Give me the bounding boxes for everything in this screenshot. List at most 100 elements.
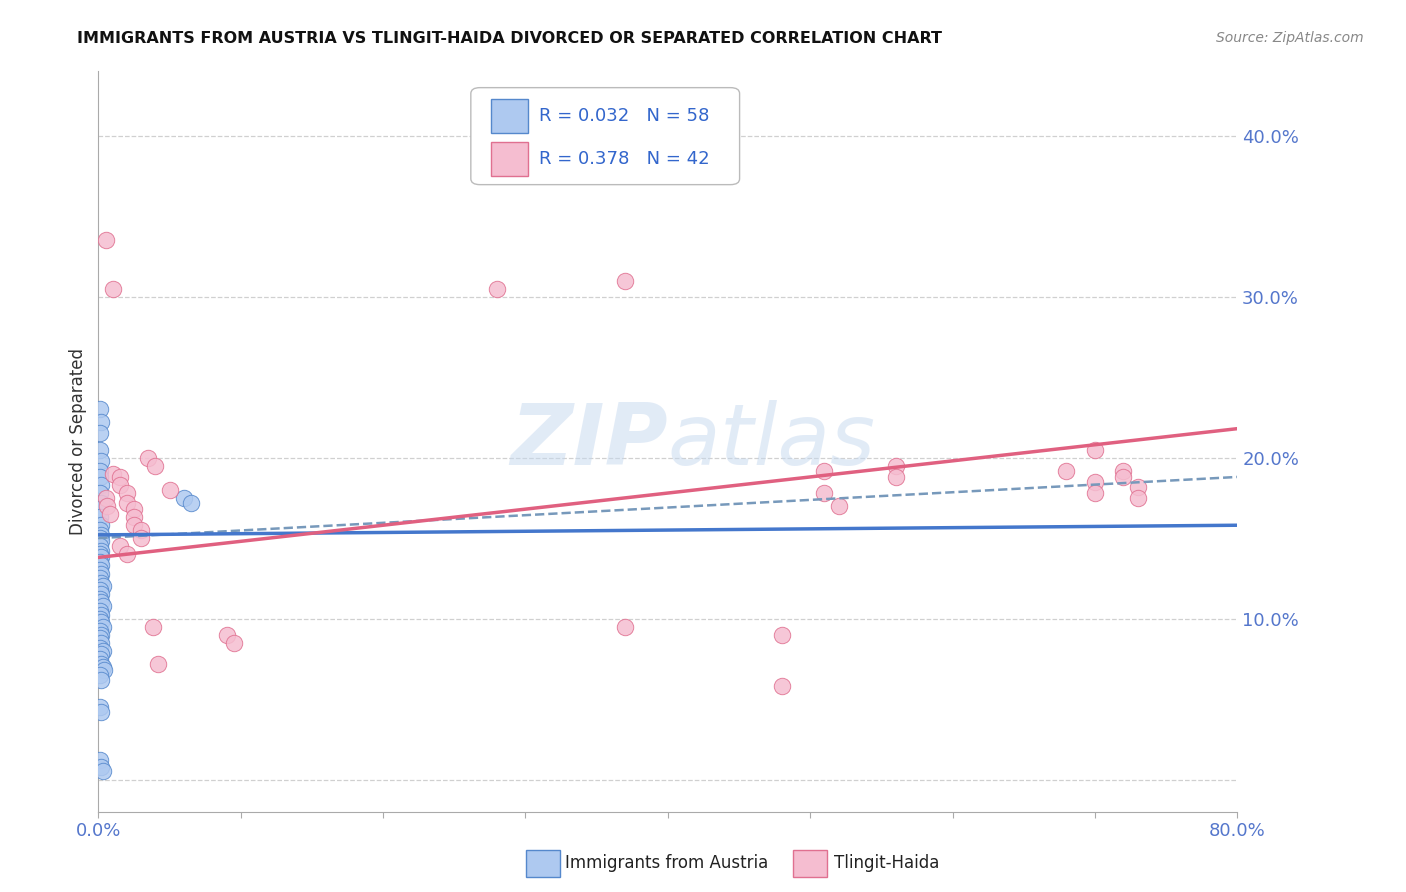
Point — [89, 470, 111, 484]
Point — [89, 502, 111, 516]
Point — [91, 644, 114, 658]
Point — [89, 523, 111, 537]
Point — [159, 483, 181, 497]
Text: Source: ZipAtlas.com: Source: ZipAtlas.com — [1216, 31, 1364, 45]
Point — [90, 558, 112, 573]
Point — [129, 531, 152, 545]
Point — [486, 282, 509, 296]
Point — [884, 458, 907, 473]
Point — [89, 531, 111, 545]
Point — [141, 619, 163, 633]
Point — [115, 496, 138, 510]
Point — [89, 547, 111, 561]
Point — [90, 705, 112, 719]
Point — [222, 636, 245, 650]
Point — [89, 426, 111, 441]
Point — [90, 528, 112, 542]
Point — [89, 631, 111, 645]
Point — [90, 647, 112, 661]
Y-axis label: Divorced or Separated: Divorced or Separated — [69, 348, 87, 535]
Point — [90, 518, 112, 533]
Point — [89, 571, 111, 585]
Point — [884, 470, 907, 484]
Point — [90, 478, 112, 492]
Point — [98, 507, 121, 521]
Point — [90, 615, 112, 629]
Point — [89, 402, 111, 417]
Point — [90, 595, 112, 609]
Point — [115, 486, 138, 500]
Point — [89, 592, 111, 607]
Text: Tlingit-Haida: Tlingit-Haida — [834, 855, 939, 872]
Point — [90, 608, 112, 623]
Point — [90, 576, 112, 591]
Point — [89, 611, 111, 625]
Point — [129, 523, 152, 537]
Point — [90, 673, 112, 687]
Point — [173, 491, 195, 505]
Point — [1126, 480, 1149, 494]
Point — [122, 502, 145, 516]
Point — [136, 450, 159, 465]
Text: IMMIGRANTS FROM AUSTRIA VS TLINGIT-HAIDA DIVORCED OR SEPARATED CORRELATION CHART: IMMIGRANTS FROM AUSTRIA VS TLINGIT-HAIDA… — [77, 31, 942, 46]
Point — [145, 458, 167, 473]
Point — [90, 550, 112, 565]
Point — [1112, 463, 1135, 477]
Point — [122, 510, 145, 524]
Point — [108, 470, 131, 484]
Point — [91, 660, 114, 674]
Point — [828, 499, 851, 513]
Point — [1112, 470, 1135, 484]
Point — [89, 668, 111, 682]
Point — [89, 442, 111, 457]
Point — [90, 534, 112, 549]
Point — [108, 539, 131, 553]
Point — [90, 566, 112, 581]
Point — [180, 496, 202, 510]
Point — [770, 679, 793, 693]
Point — [90, 636, 112, 650]
Point — [770, 628, 793, 642]
Point — [614, 274, 637, 288]
Text: R = 0.032   N = 58: R = 0.032 N = 58 — [538, 107, 710, 126]
Point — [90, 657, 112, 671]
Point — [90, 759, 112, 773]
Point — [813, 486, 835, 500]
Text: ZIP: ZIP — [510, 400, 668, 483]
Point — [89, 563, 111, 577]
Point — [90, 628, 112, 642]
Point — [1084, 442, 1107, 457]
Point — [91, 764, 114, 779]
FancyBboxPatch shape — [471, 87, 740, 185]
FancyBboxPatch shape — [491, 99, 527, 134]
Point — [101, 282, 124, 296]
Point — [89, 700, 111, 714]
Point — [91, 599, 114, 613]
Point — [1084, 486, 1107, 500]
Point — [94, 491, 117, 505]
Point — [89, 463, 111, 477]
Point — [89, 486, 111, 500]
Point — [96, 499, 118, 513]
FancyBboxPatch shape — [491, 142, 527, 176]
Point — [89, 652, 111, 666]
Point — [90, 496, 112, 510]
Point — [89, 603, 111, 617]
Point — [215, 628, 238, 642]
Point — [614, 619, 637, 633]
Point — [90, 415, 112, 429]
Point — [89, 539, 111, 553]
Text: R = 0.378   N = 42: R = 0.378 N = 42 — [538, 150, 710, 168]
Text: Immigrants from Austria: Immigrants from Austria — [565, 855, 769, 872]
Point — [1084, 475, 1107, 489]
Point — [89, 640, 111, 655]
Text: atlas: atlas — [668, 400, 876, 483]
Point — [89, 753, 111, 767]
Point — [115, 547, 138, 561]
Point — [90, 587, 112, 601]
Point — [89, 582, 111, 597]
Point — [108, 478, 131, 492]
Point — [90, 544, 112, 558]
Point — [93, 663, 115, 677]
Point — [1126, 491, 1149, 505]
